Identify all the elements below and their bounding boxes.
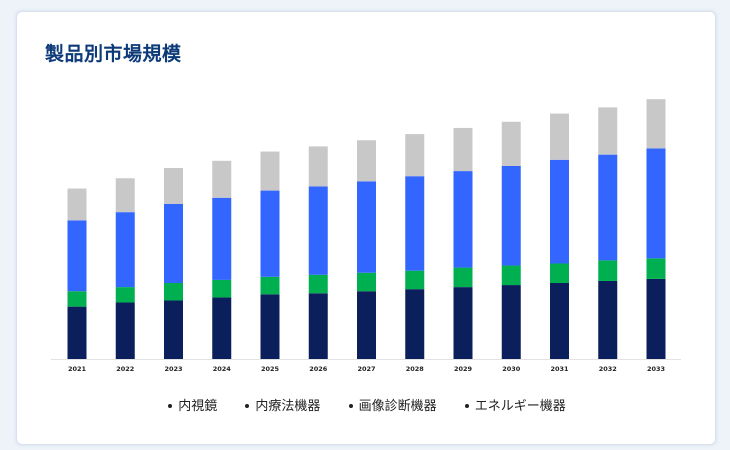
- bar-segment-2028-s1: [405, 270, 425, 290]
- bar-segment-2030-s3: [501, 121, 521, 166]
- x-tick-label-2023: 2023: [164, 365, 182, 373]
- chart-legend: 内視鏡 内療法機器 画像診断機器 エネルギー機器: [17, 395, 717, 414]
- bar-segment-2021-s0: [67, 306, 87, 359]
- bar-segment-2027-s1: [357, 272, 376, 292]
- bar-segment-2033-s3: [646, 99, 666, 149]
- legend-bullet-icon: [168, 403, 173, 408]
- bar-segment-2021-s2: [67, 220, 87, 292]
- bar-segment-2021-s3: [67, 188, 87, 221]
- x-tick-label-2027: 2027: [357, 365, 375, 373]
- bar-segment-2028-s2: [405, 176, 425, 271]
- legend-label: 内療法機器: [255, 399, 321, 414]
- bar-segment-2023-s3: [164, 167, 183, 204]
- legend-label: エネルギー機器: [474, 399, 566, 414]
- legend-item-therapy-devices: 内療法機器: [245, 395, 320, 414]
- x-tick-label-2024: 2024: [213, 365, 232, 373]
- bar-segment-2029-s1: [453, 267, 473, 288]
- bar-segment-2027-s3: [357, 140, 376, 182]
- bar-segment-2028-s3: [405, 134, 425, 177]
- bar-segment-2031-s2: [550, 159, 569, 264]
- x-tick-label-2031: 2031: [550, 365, 569, 373]
- bar-segment-2022-s2: [115, 212, 135, 288]
- bar-segment-2032-s0: [598, 280, 618, 359]
- x-tick-label-2032: 2032: [599, 365, 617, 373]
- bar-segment-2024-s0: [212, 297, 232, 359]
- chart-card: 製品別市場規模 2021 2022 2023 2024 2025 2026 2027 2028…: [16, 11, 716, 445]
- x-tick-label-2033: 2033: [647, 365, 665, 373]
- bar-segment-2025-s3: [260, 151, 280, 191]
- legend-bullet-icon: [348, 403, 353, 408]
- bar-segment-2026-s2: [308, 186, 328, 275]
- bar-segment-2033-s2: [646, 148, 666, 259]
- bar-segment-2031-s1: [550, 263, 569, 284]
- bar-segment-2024-s1: [212, 279, 232, 298]
- bar-segment-2029-s0: [453, 287, 473, 359]
- bar-segment-2023-s2: [164, 203, 183, 283]
- bar-segment-2025-s1: [260, 276, 280, 295]
- bar-segment-2022-s0: [115, 302, 135, 359]
- bar-segment-2026-s0: [308, 293, 328, 359]
- x-tick-label-2022: 2022: [116, 365, 134, 373]
- bar-segment-2033-s0: [646, 278, 666, 359]
- bar-segment-2032-s2: [598, 154, 618, 261]
- bar-segment-2026-s1: [308, 274, 328, 294]
- x-tick-label-2026: 2026: [309, 365, 328, 373]
- bar-segment-2031-s3: [550, 113, 569, 160]
- stacked-bar-chart: 2021 2022 2023 2024 2025 2026 2027 2028 2029 2030…: [51, 99, 681, 373]
- legend-item-endoscope: 内視鏡: [168, 395, 217, 414]
- bar-segment-2022-s3: [115, 178, 135, 213]
- bar-segment-2023-s0: [164, 300, 183, 359]
- legend-label: 画像診断機器: [358, 399, 437, 414]
- x-tick-label-2028: 2028: [406, 365, 425, 373]
- chart-title: 製品別市場規模: [45, 43, 182, 65]
- bar-segment-2033-s1: [646, 258, 666, 279]
- bar-segment-2030-s0: [501, 285, 521, 359]
- legend-item-imaging-devices: 画像診断機器: [348, 395, 437, 414]
- bar-segment-2030-s1: [501, 265, 521, 286]
- bar-segment-2021-s1: [67, 291, 87, 307]
- bar-segment-2024-s2: [212, 197, 232, 280]
- bar-segment-2028-s0: [405, 289, 425, 359]
- legend-item-energy-devices: エネルギー機器: [464, 395, 566, 414]
- legend-bullet-icon: [464, 403, 469, 408]
- bar-segment-2025-s0: [260, 294, 280, 359]
- bar-segment-2029-s2: [453, 171, 473, 268]
- bar-segment-2022-s1: [115, 287, 135, 303]
- x-tick-label-2030: 2030: [502, 365, 521, 373]
- x-tick-label-2029: 2029: [454, 365, 473, 373]
- bar-segment-2031-s0: [550, 283, 569, 359]
- bar-segment-2032-s3: [598, 107, 618, 155]
- bar-segment-2030-s2: [501, 165, 521, 266]
- bar-segment-2029-s3: [453, 127, 473, 172]
- bar-segment-2027-s0: [357, 291, 376, 359]
- bar-segment-2032-s1: [598, 260, 618, 281]
- legend-label: 内視鏡: [178, 399, 218, 414]
- x-tick-label-2025: 2025: [261, 365, 280, 373]
- legend-bullet-icon: [245, 403, 250, 408]
- bar-segment-2023-s1: [164, 283, 183, 301]
- bar-segment-2024-s3: [212, 160, 232, 198]
- x-tick-label-2021: 2021: [68, 365, 87, 373]
- bar-segment-2025-s2: [260, 190, 280, 277]
- bar-segment-2027-s2: [357, 181, 376, 273]
- bar-segment-2026-s3: [308, 146, 328, 187]
